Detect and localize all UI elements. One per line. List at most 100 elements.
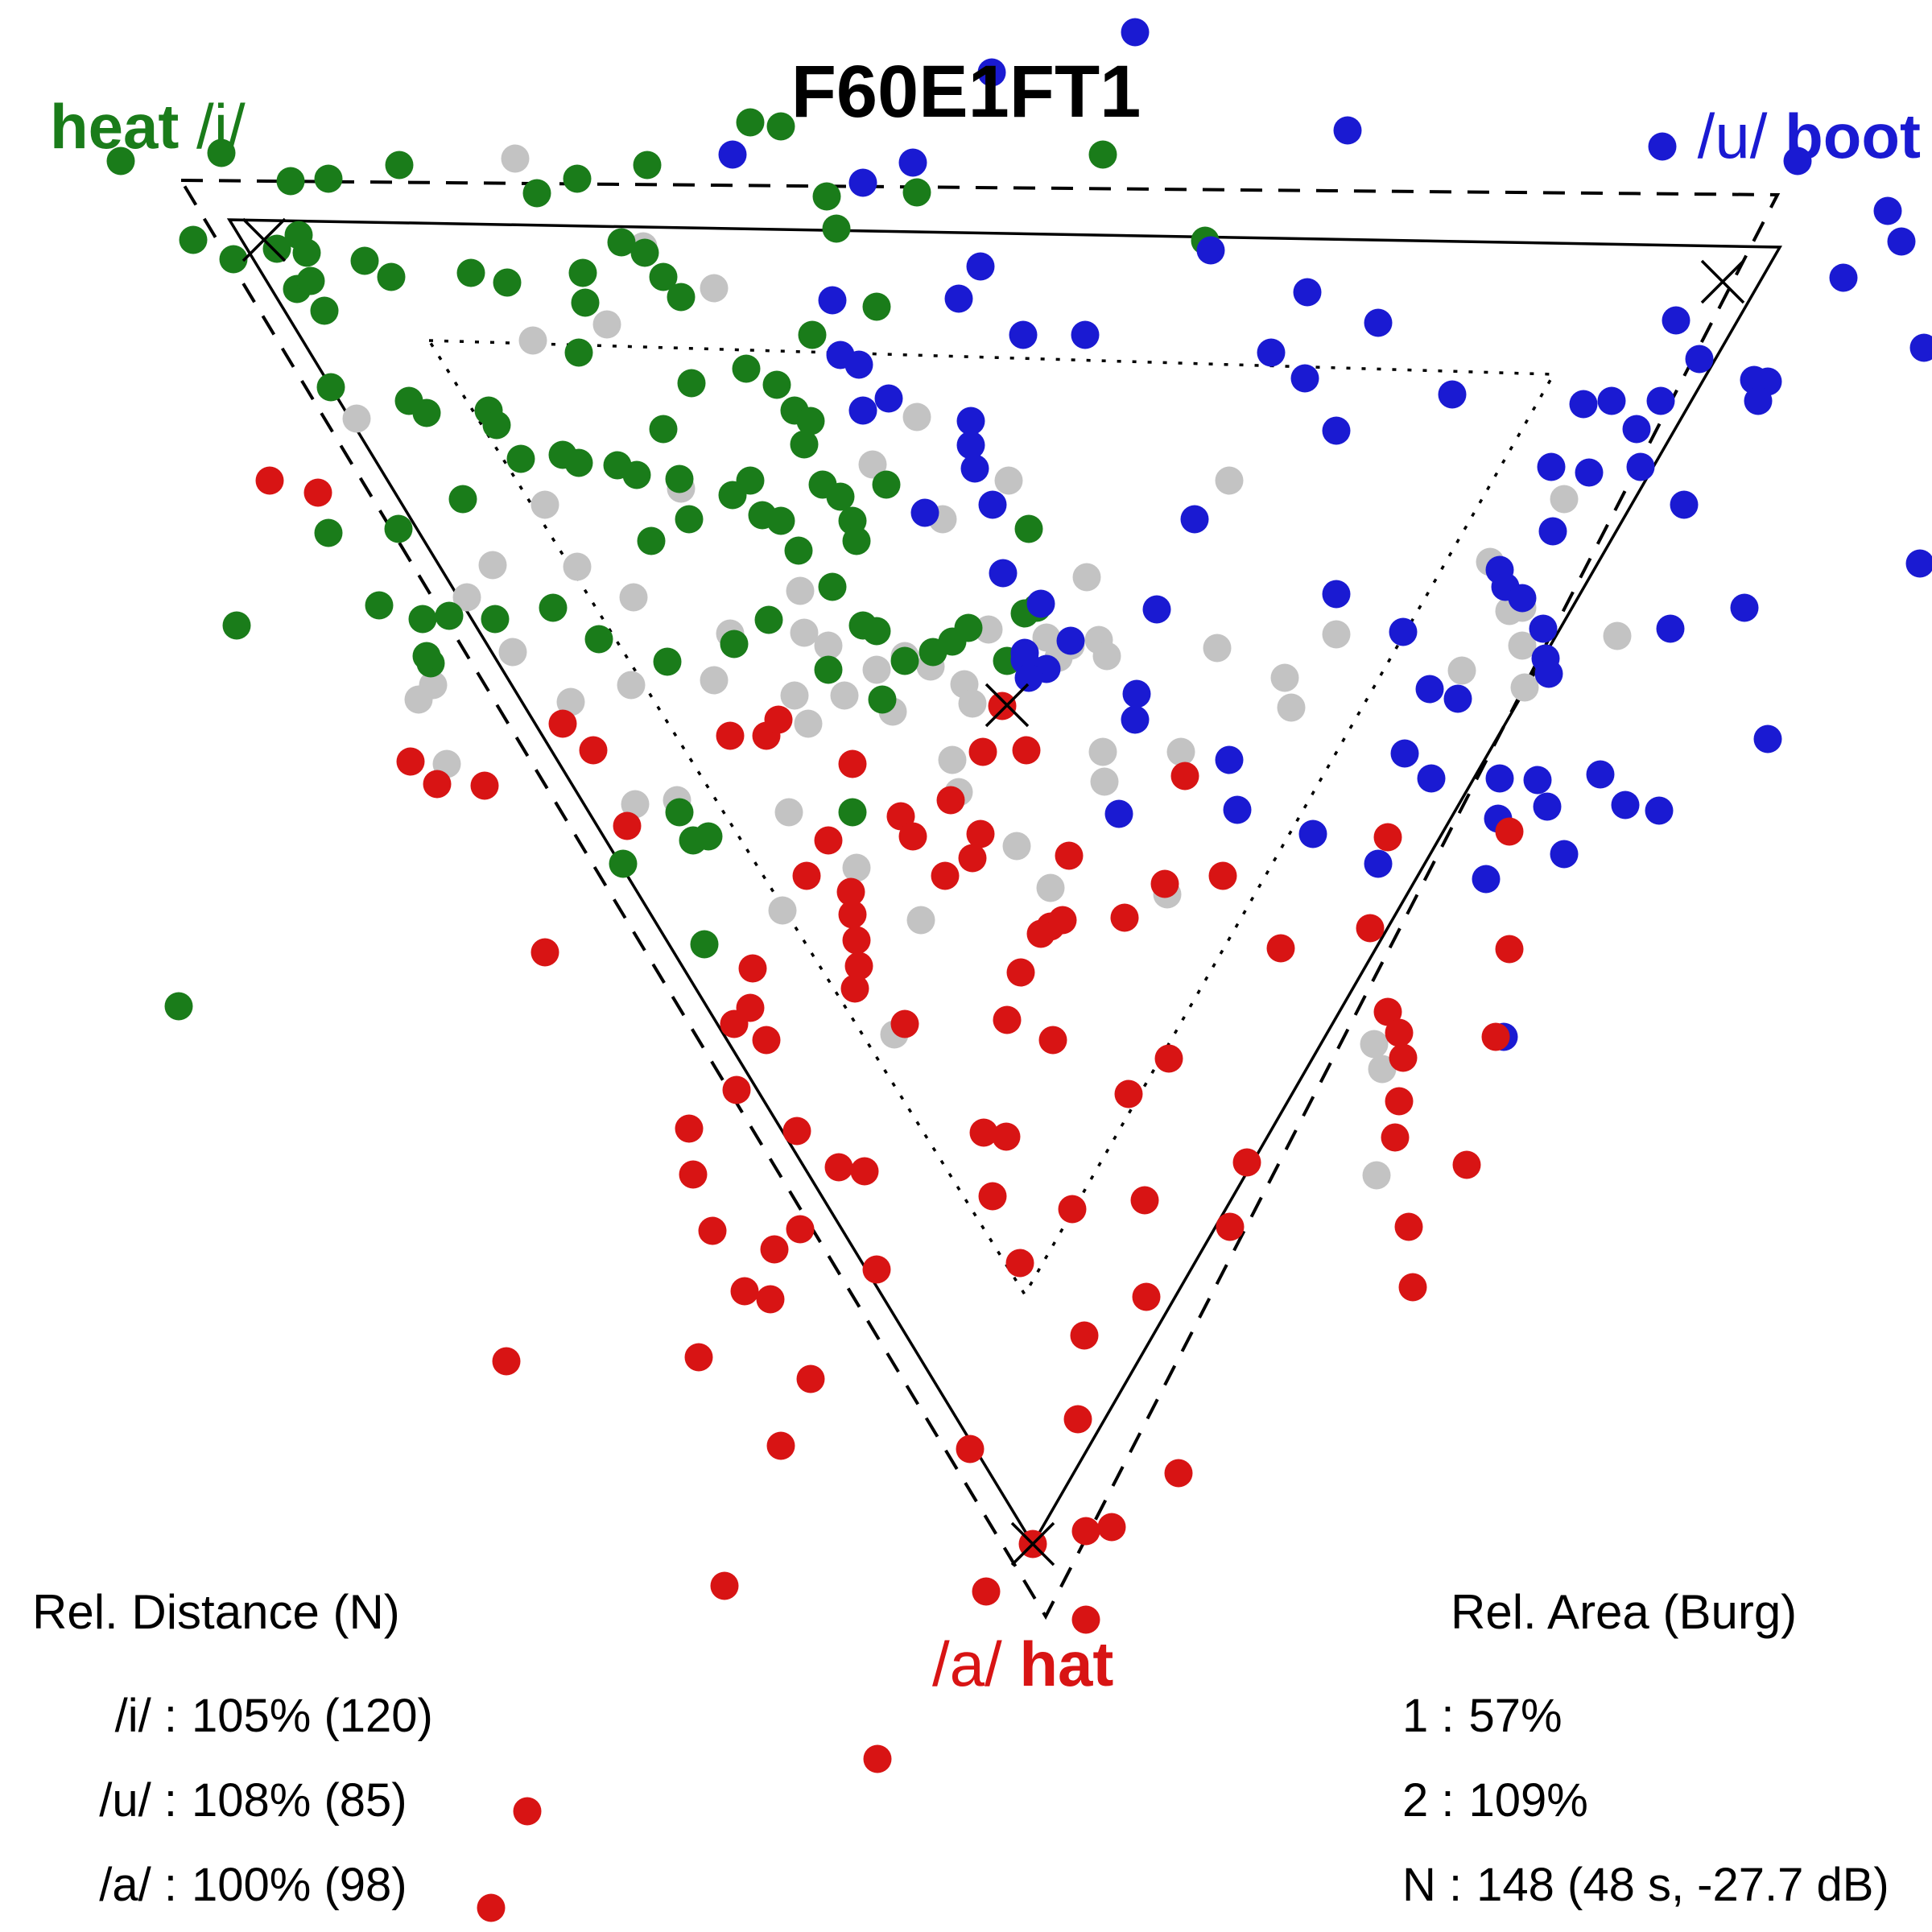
blue-data-point (1550, 840, 1579, 869)
gray-data-point (938, 745, 967, 774)
red-data-point (956, 1435, 985, 1463)
green-data-point (564, 448, 593, 477)
rel-distance-row-i: /i/ : 105% (120) (28, 1689, 433, 1743)
red-data-point (958, 844, 987, 873)
red-data-point (760, 1235, 789, 1264)
green-data-point (314, 518, 343, 547)
gray-data-point (814, 631, 843, 660)
gray-data-point (1166, 737, 1195, 766)
blue-data-point (1829, 263, 1858, 292)
red-data-point (698, 1216, 727, 1245)
green-data-point (493, 268, 522, 297)
rel-area-panel: Rel. Area (Burg) 1 : 57% 2 : 109% N : 14… (1402, 1584, 1918, 1911)
vowel-ipa-i: /i/ (179, 91, 246, 162)
blue-data-point (1257, 338, 1286, 367)
gray-data-point (842, 853, 871, 882)
vowel-label-i: heat /i/ (50, 90, 246, 163)
red-data-point (513, 1797, 542, 1826)
rel-distance-value-u: 108% (85) (192, 1774, 407, 1827)
green-data-point (902, 178, 931, 207)
green-data-point (796, 407, 825, 436)
gray-data-point (1203, 634, 1232, 663)
green-data-point (584, 625, 613, 654)
gray-data-point (518, 326, 547, 355)
vowel-ipa-a: /a/ (932, 1629, 1020, 1699)
red-data-point (862, 1255, 891, 1284)
blue-data-point (1626, 452, 1655, 481)
gray-data-point (786, 576, 815, 605)
green-data-point (694, 822, 723, 851)
gray-data-point (994, 466, 1023, 495)
green-data-point (164, 992, 193, 1021)
blue-data-point (1622, 415, 1651, 444)
green-data-point (106, 147, 135, 175)
green-data-point (872, 470, 901, 499)
vowel-word-boot: boot (1785, 101, 1921, 171)
red-data-point (1208, 861, 1237, 890)
blue-data-point (898, 148, 927, 177)
gray-data-point (1368, 1055, 1397, 1084)
green-data-point (296, 266, 325, 295)
rel-distance-value-a: 100% (98) (192, 1859, 407, 1911)
gray-data-point (1322, 620, 1351, 649)
red-data-point (1048, 906, 1077, 935)
blue-data-point (1730, 593, 1759, 622)
triangle-dashed (178, 178, 1781, 1620)
green-data-point (720, 630, 749, 658)
green-data-point (649, 415, 678, 444)
gray-data-point (1090, 767, 1119, 796)
red-data-point (423, 770, 452, 799)
blue-data-point (989, 559, 1018, 588)
red-data-point (850, 1157, 879, 1186)
gray-data-point (530, 490, 559, 519)
green-data-point (790, 430, 819, 459)
green-data-point (384, 514, 413, 543)
gray-data-point (1447, 656, 1476, 685)
green-data-point (207, 138, 236, 167)
red-data-point (716, 721, 745, 750)
rel-area-label-2: 2 : (1402, 1774, 1455, 1827)
blue-data-point (1538, 517, 1567, 546)
blue-data-point (818, 286, 847, 315)
red-data-point (1097, 1513, 1126, 1542)
blue-data-point (960, 454, 989, 483)
red-data-point (1026, 919, 1055, 948)
blue-data-point (1196, 236, 1225, 265)
blue-data-point (1909, 333, 1932, 362)
blue-data-point (1056, 626, 1085, 655)
red-data-point (1005, 1249, 1034, 1278)
gray-data-point (1036, 873, 1065, 902)
green-data-point (522, 179, 551, 208)
green-data-point (262, 234, 291, 263)
red-data-point (840, 974, 869, 1003)
green-data-point (276, 167, 305, 196)
gray-data-point (452, 583, 481, 612)
vowel-ipa-u: /u/ (1697, 101, 1785, 171)
red-data-point (1058, 1195, 1087, 1224)
green-data-point (412, 642, 441, 671)
green-data-point (564, 338, 593, 367)
blue-data-point (1071, 320, 1100, 349)
red-data-point (470, 771, 499, 800)
green-data-point (377, 262, 406, 291)
green-data-point (563, 164, 592, 193)
green-data-point (607, 228, 636, 257)
green-data-point (665, 798, 694, 827)
gray-data-point (974, 615, 1003, 644)
blue-data-point (1537, 452, 1566, 481)
rel-area-value-2: 109% (1468, 1774, 1588, 1827)
blue-data-point (944, 284, 973, 313)
blue-data-point (1685, 345, 1714, 374)
green-data-point (736, 108, 765, 137)
rel-distance-row-a: /a/ : 100% (98) (28, 1858, 407, 1912)
blue-data-point (1744, 386, 1773, 415)
green-data-point (385, 151, 414, 180)
green-data-point (609, 849, 638, 878)
red-data-point (1170, 762, 1199, 791)
green-data-point (826, 482, 855, 511)
red-data-point (842, 926, 871, 955)
gray-data-point (830, 681, 859, 710)
red-data-point (844, 952, 873, 980)
gray-data-point (592, 310, 621, 339)
